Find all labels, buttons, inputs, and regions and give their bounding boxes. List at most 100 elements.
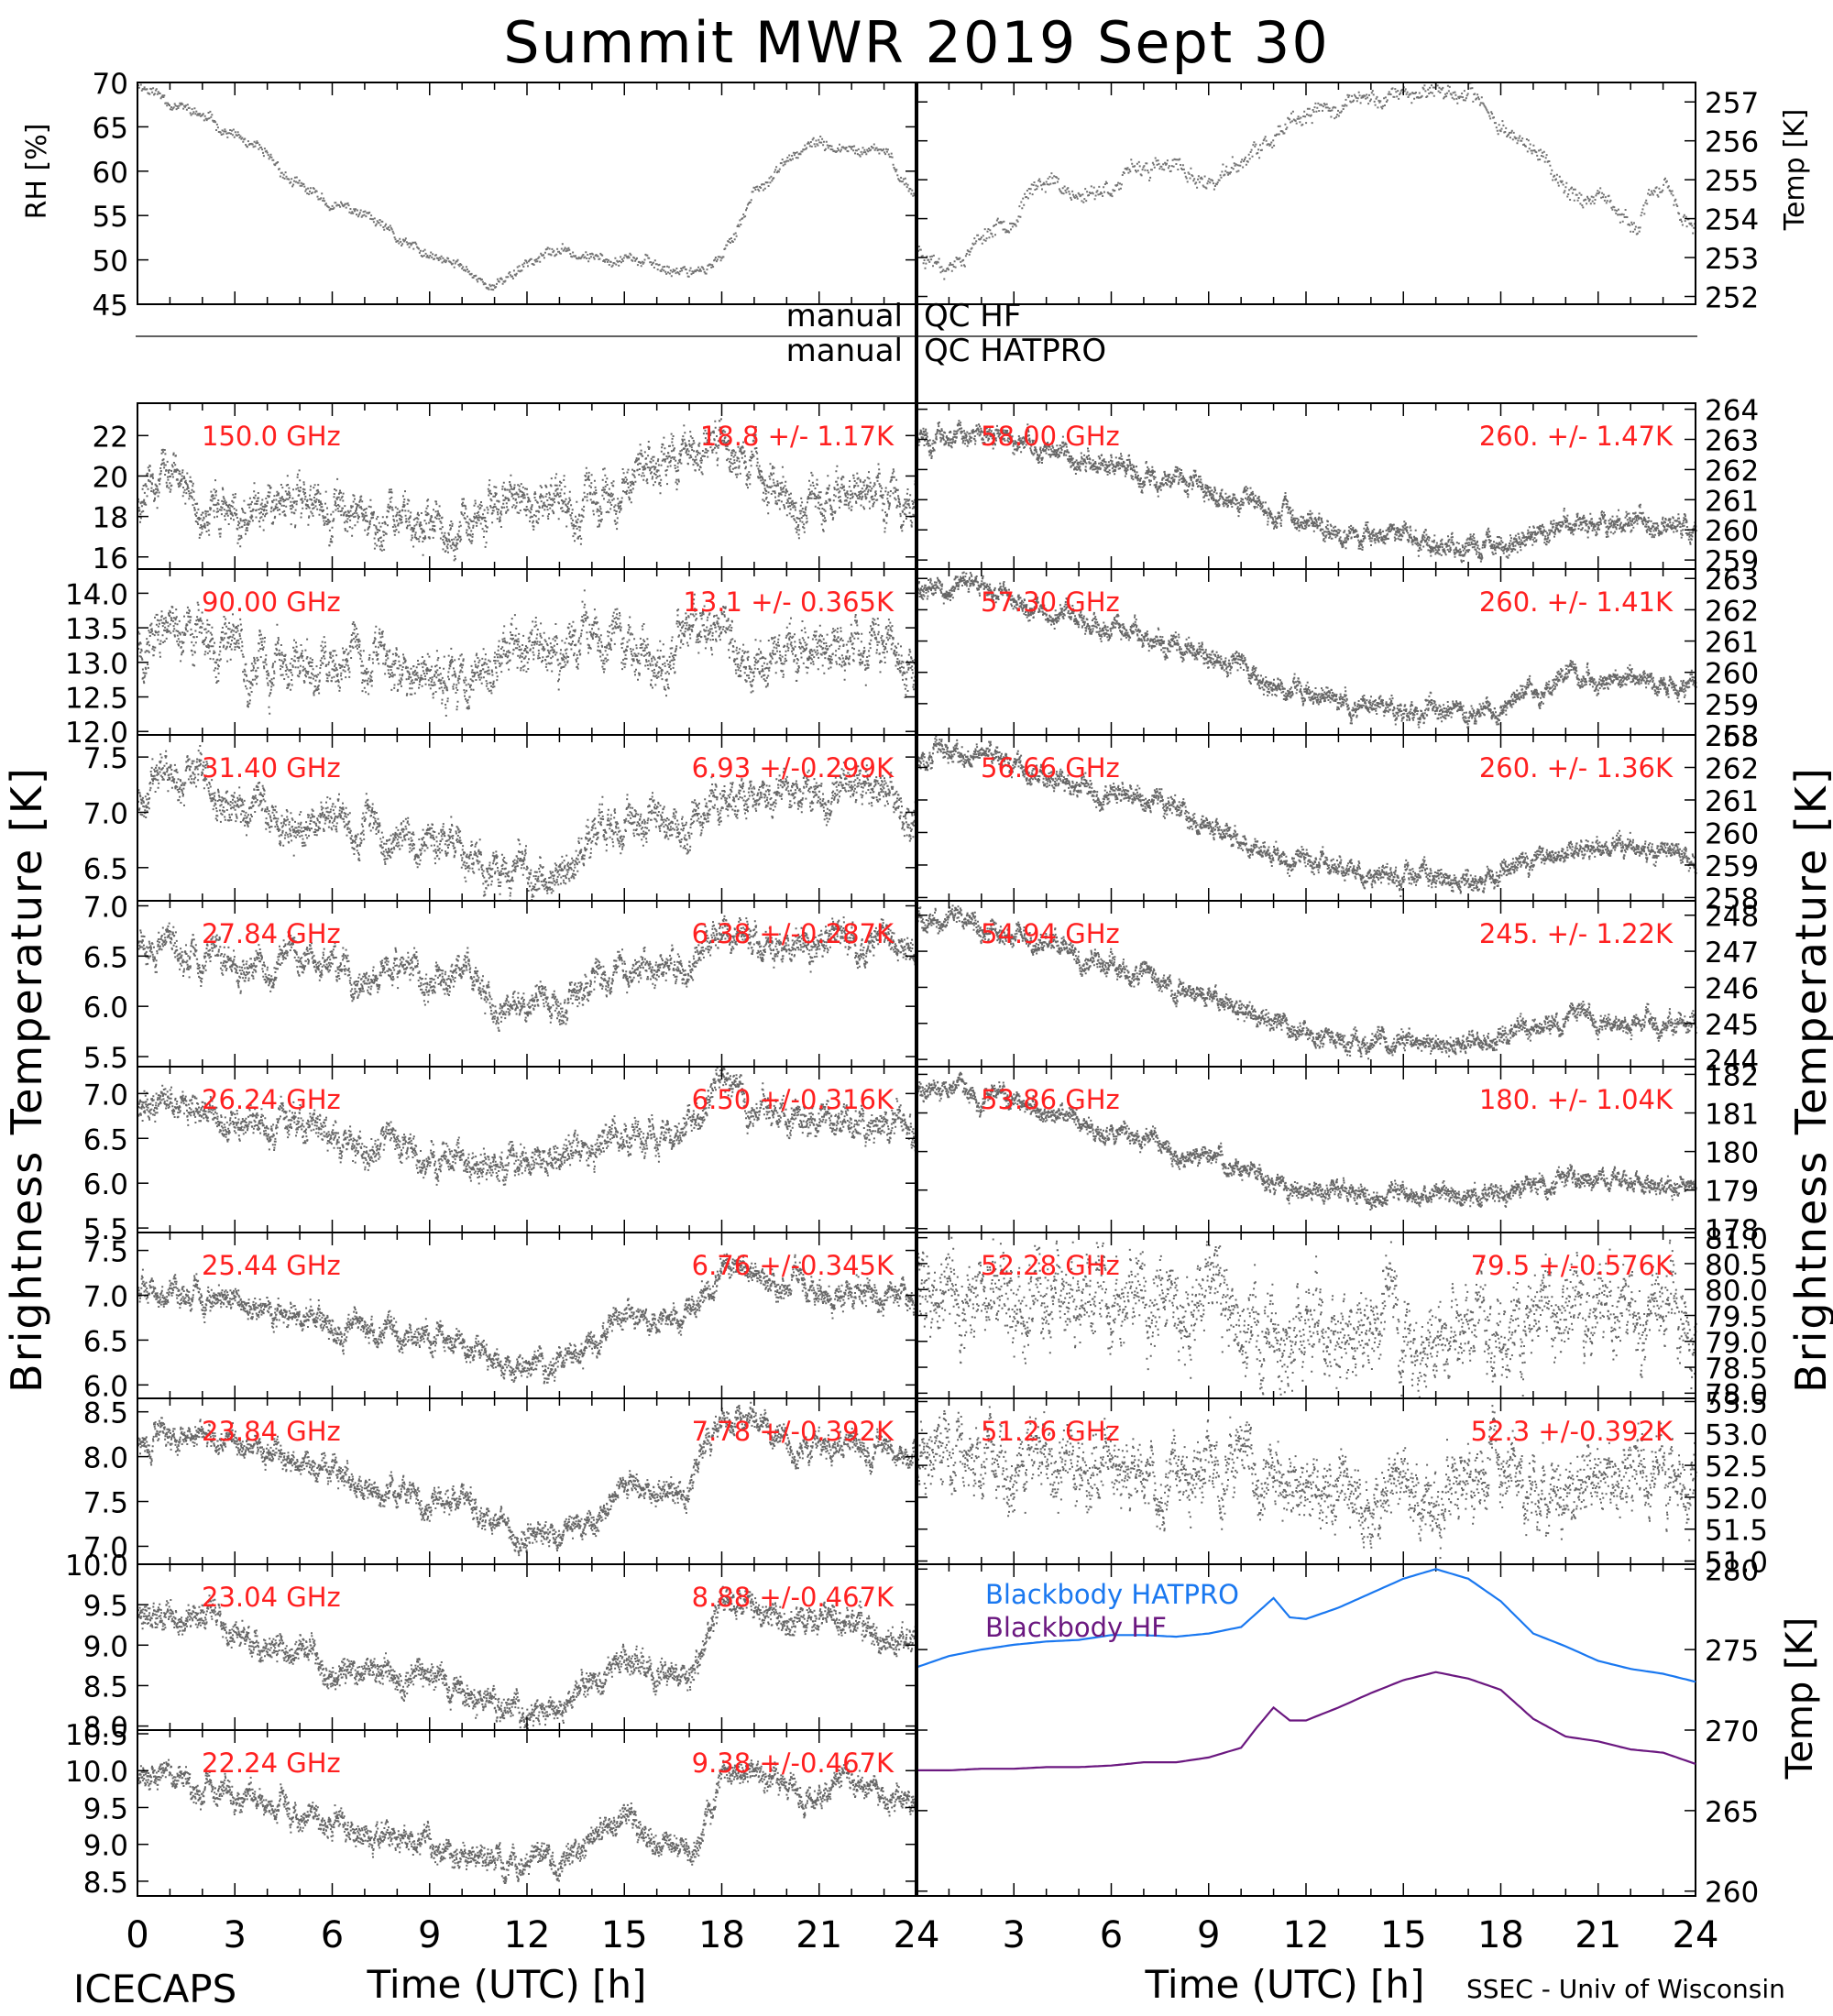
blackbody-series-line-1 (916, 1671, 1696, 1771)
panel-ch2544-ytick-label: 7.5 (83, 1236, 128, 1269)
panel-ch31-ytick-label: 7.5 (83, 742, 128, 775)
panel-ch2384-ytick-label: 7.5 (83, 1487, 128, 1520)
rh-panel-ytick-label: 65 (93, 112, 128, 145)
panel-ch2544-channel-label: 25.44 GHz (202, 1250, 341, 1281)
panel-ch2624-ytick-label: 7.0 (83, 1079, 128, 1112)
panel-ch5228-ytick-label: 79.0 (1705, 1327, 1768, 1360)
panel-ch5494-channel-label: 54.94 GHz (981, 918, 1120, 949)
temp-panel-ytick-label: 256 (1705, 126, 1759, 159)
panel-ch5666-stats-label: 260. +/- 1.36K (1479, 752, 1674, 783)
panel-ch5666-ytick-label: 261 (1705, 785, 1759, 818)
panel-ch150-points (137, 418, 918, 562)
panel-ch2624-stats-label: 6.50 +/-0.316K (692, 1084, 895, 1115)
panel-ch5228-channel-label: 52.28 GHz (981, 1250, 1120, 1281)
qc-hatpro-right-label: QC HATPRO (924, 333, 1106, 369)
panel-ch5386-ytick-label: 179 (1705, 1176, 1759, 1209)
panel-ch5800-ytick-label: 261 (1705, 485, 1759, 518)
temp-panel-ytick-label: 252 (1705, 282, 1759, 315)
panel-ch2224-ytick-label: 8.5 (83, 1867, 128, 1900)
panel-ch5800-channel-label: 58.00 GHz (981, 421, 1120, 452)
panel-ch5730-ytick-label: 260 (1705, 658, 1759, 691)
panel-ch5126-ytick-label: 53.0 (1705, 1419, 1768, 1452)
blackbody-panel-ytick-label: 265 (1705, 1796, 1759, 1829)
panel-ch5800-ytick-label: 262 (1705, 455, 1759, 488)
panel-ch5666-ytick-label: 263 (1705, 720, 1759, 753)
panel-ch2304-stats-label: 8.88 +/-0.467K (692, 1582, 895, 1613)
panel-ch150-channel-label: 150.0 GHz (202, 421, 341, 452)
panel-ch150-ytick-label: 20 (93, 461, 128, 494)
blackbody-legend-label-1: Blackbody HF (985, 1612, 1167, 1643)
blackbody-panel-xtick-label: 24 (1673, 1914, 1719, 1956)
blackbody-temp-axis-label: Temp [K] (1779, 1617, 1821, 1780)
panel-ch2304-points (137, 1585, 918, 1730)
panel-ch5730-ytick-label: 259 (1705, 689, 1759, 722)
panel-ch5228-ytick-label: 80.0 (1705, 1275, 1768, 1308)
panel-ch31-ytick-label: 6.5 (83, 853, 128, 886)
panel-ch5386-stats-label: 180. +/- 1.04K (1479, 1084, 1674, 1115)
panel-ch5126-ytick-label: 51.5 (1705, 1515, 1768, 1548)
rh-panel-points (137, 83, 918, 291)
panel-ch5730-channel-label: 57.30 GHz (981, 586, 1120, 618)
panel-ch5386-ytick-label: 180 (1705, 1137, 1759, 1170)
panel-ch2784-points (137, 915, 918, 1032)
panel-ch5126-ytick-label: 52.0 (1705, 1483, 1768, 1516)
panel-ch90-channel-label: 90.00 GHz (202, 586, 341, 618)
blackbody-series-line-0 (916, 1568, 1696, 1683)
panel-ch2624-ytick-label: 6.5 (83, 1123, 128, 1156)
temp-panel-ytick-label: 254 (1705, 204, 1759, 237)
panel-ch2384-points (137, 1401, 918, 1557)
x-axis-label-left: Time (UTC) [h] (367, 1962, 647, 2007)
panel-ch90-ytick-label: 12.5 (65, 683, 128, 716)
panel-ch5730-ytick-label: 258 (1705, 720, 1759, 753)
blackbody-panel-xtick-label: 9 (1197, 1914, 1220, 1956)
panel-ch150-stats-label: 18.8 +/- 1.17K (700, 421, 895, 452)
panel-ch150-ytick-label: 16 (93, 542, 128, 575)
rh-panel-ytick-label: 60 (93, 157, 128, 190)
panel-ch2304-ytick-label: 10.0 (65, 1550, 128, 1583)
rh-axis-label: RH [%] (21, 124, 53, 220)
panel-ch2384-ytick-label: 7.0 (83, 1531, 128, 1564)
panel-ch2384-ytick-label: 8.0 (83, 1442, 128, 1475)
blackbody-panel-xtick-label: 21 (1575, 1914, 1621, 1956)
blackbody-legend-label-0: Blackbody HATPRO (985, 1579, 1239, 1610)
panel-ch2384-stats-label: 7.78 +/-0.392K (692, 1416, 895, 1447)
rh-panel-ytick-label: 50 (93, 246, 128, 279)
panel-ch90-points (137, 589, 918, 717)
panel-ch31-ytick-label: 7.0 (83, 797, 128, 830)
panel-ch5494-ytick-label: 247 (1705, 937, 1759, 970)
rh-panel-ytick-label: 70 (93, 68, 128, 101)
panel-ch2224-xtick-label: 3 (224, 1914, 247, 1956)
panel-ch5126-ytick-label: 53.5 (1705, 1386, 1768, 1419)
panel-ch90-stats-label: 13.1 +/- 0.365K (683, 586, 895, 618)
x-axis-label-right: Time (UTC) [h] (1145, 1962, 1425, 2007)
panel-ch5386-ytick-label: 182 (1705, 1059, 1759, 1092)
panel-ch2784-ytick-label: 7.0 (83, 891, 128, 924)
panel-ch5126-ytick-label: 52.5 (1705, 1451, 1768, 1484)
panel-ch2304-ytick-label: 8.5 (83, 1671, 128, 1704)
rh-panel-ytick-label: 55 (93, 201, 128, 234)
blackbody-panel-ytick-label: 280 (1705, 1554, 1759, 1587)
rh-panel-ytick-label: 45 (93, 290, 128, 323)
blackbody-panel-xtick-label: 12 (1283, 1914, 1330, 1956)
panel-ch2224-channel-label: 22.24 GHz (202, 1748, 341, 1779)
panel-ch2304-ytick-label: 9.0 (83, 1630, 128, 1663)
panel-ch5800-ytick-label: 259 (1705, 545, 1759, 578)
panel-ch5126-channel-label: 51.26 GHz (981, 1416, 1120, 1447)
blackbody-panel-ytick-label: 275 (1705, 1635, 1759, 1668)
panel-ch2224-xtick-label: 21 (796, 1914, 842, 1956)
panel-ch5666-ytick-label: 260 (1705, 817, 1759, 850)
panel-ch2784-channel-label: 27.84 GHz (202, 918, 341, 949)
panel-ch5494-stats-label: 245. +/- 1.22K (1479, 918, 1674, 949)
panel-ch5730-stats-label: 260. +/- 1.41K (1479, 586, 1674, 618)
panel-ch5228-ytick-label: 80.5 (1705, 1249, 1768, 1282)
panel-ch5126-ytick-label: 51.0 (1705, 1547, 1768, 1580)
panel-ch2304-ytick-label: 8.0 (83, 1712, 128, 1745)
panel-ch90-ytick-label: 14.0 (65, 578, 128, 611)
temp-panel-ytick-label: 253 (1705, 243, 1759, 276)
panel-ch150-ytick-label: 18 (93, 502, 128, 535)
footer-left-label: ICECAPS (73, 1967, 236, 2011)
panel-ch2784-ytick-label: 6.5 (83, 941, 128, 974)
panel-ch2384-channel-label: 23.84 GHz (202, 1416, 341, 1447)
